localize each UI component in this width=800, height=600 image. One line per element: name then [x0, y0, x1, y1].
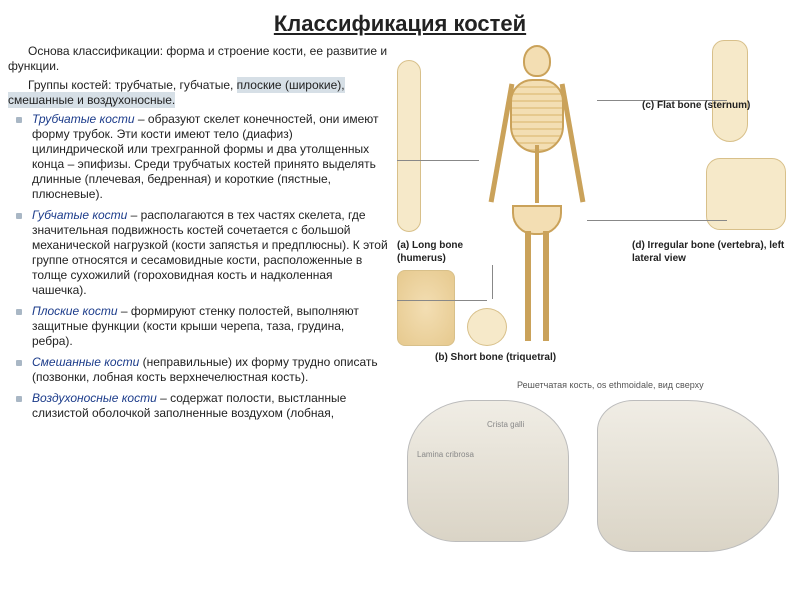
- ribcage-icon: [510, 79, 564, 153]
- term-spongy: Губчатые кости: [32, 208, 127, 222]
- anat-label: Lamina cribrosa: [417, 450, 474, 460]
- bone-type-list: Трубчатые кости – образуют скелет конечн…: [8, 112, 388, 421]
- leader-line: [492, 265, 493, 299]
- arm-left-icon: [489, 83, 515, 202]
- diagram-area: (a) Long bone (humerus) (b) Short bone (…: [397, 40, 792, 580]
- leg-right-icon: [543, 231, 549, 341]
- arm-right-icon: [560, 83, 586, 202]
- label-long-bone: (a) Long bone (humerus): [397, 240, 507, 265]
- list-item: Губчатые кости – располагаются в тех час…: [8, 208, 388, 298]
- ethmoid-caption: Решетчатая кость, os ethmoidale, вид све…: [517, 380, 704, 391]
- humerus-detail: [397, 60, 421, 232]
- label-irregular-bone: (d) Irregular bone (vertebra), left late…: [632, 240, 792, 265]
- anat-label: Crista galli: [487, 420, 524, 430]
- term-pneumatic: Воздухоносные кости: [32, 391, 157, 405]
- leader-line: [397, 300, 487, 301]
- ethmoid-lateral-view: [597, 400, 779, 552]
- leg-left-icon: [525, 231, 531, 341]
- leader-line: [587, 220, 727, 221]
- term-tubular: Трубчатые кости: [32, 112, 135, 126]
- intro-paragraph-2: Группы костей: трубчатые, губчатые, плос…: [8, 78, 388, 108]
- page-title: Классификация костей: [8, 10, 792, 38]
- term-flat: Плоские кости: [32, 304, 118, 318]
- hand-detail: [397, 270, 455, 346]
- skeleton-figure: [477, 45, 597, 345]
- leader-line: [397, 160, 479, 161]
- intro2-prefix: Группы костей: трубчатые, губчатые,: [28, 78, 237, 92]
- list-item: Смешанные кости (неправильные) их форму …: [8, 355, 388, 385]
- spine-icon: [535, 145, 539, 203]
- term-mixed: Смешанные кости: [32, 355, 139, 369]
- skull-icon: [523, 45, 551, 77]
- intro-paragraph-1: Основа классификации: форма и строение к…: [8, 44, 388, 74]
- lower-diagram: Решетчатая кость, os ethmoidale, вид све…: [397, 380, 792, 580]
- label-short-bone: (b) Short bone (triquetral): [435, 352, 585, 365]
- label-flat-bone: (c) Flat bone (sternum): [642, 100, 792, 113]
- text-column: Основа классификации: форма и строение к…: [8, 44, 388, 421]
- list-item: Трубчатые кости – образуют скелет конечн…: [8, 112, 388, 202]
- pelvis-icon: [512, 205, 562, 235]
- sternum-detail: [712, 40, 748, 142]
- list-item: Плоские кости – формируют стенку полосте…: [8, 304, 388, 349]
- list-item: Воздухоносные кости – содержат полости, …: [8, 391, 388, 421]
